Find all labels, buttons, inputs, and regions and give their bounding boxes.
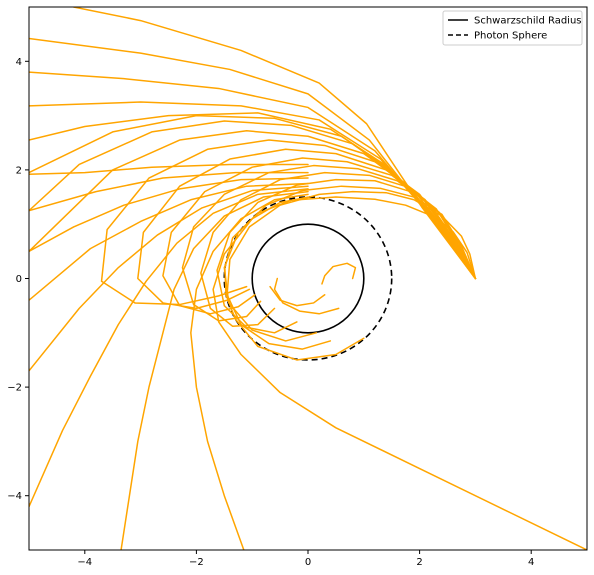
legend-label-photon-sphere: Photon Sphere xyxy=(474,31,547,42)
legend-box xyxy=(442,10,583,46)
light-ray-trajectory-27 xyxy=(321,262,357,285)
light-ray-trajectory-29 xyxy=(269,285,326,307)
plot-area xyxy=(29,7,587,550)
light-ray-trajectory-26 xyxy=(29,163,309,175)
y-tick-label: −2 xyxy=(7,383,22,394)
x-tick-label: 0 xyxy=(305,557,311,568)
light-ray-trajectory-10 xyxy=(29,130,477,280)
light-ray-trajectory-24 xyxy=(29,177,309,253)
photon-sphere-circle xyxy=(223,196,393,361)
light-ray-trajectory-28 xyxy=(273,277,340,315)
y-tick-label: 4 xyxy=(16,57,22,68)
y-tick-label: −4 xyxy=(7,491,22,502)
x-tick-label: 4 xyxy=(528,557,534,568)
light-ray-trajectory-21 xyxy=(29,188,309,508)
light-ray-trajectory-18 xyxy=(212,196,587,550)
light-ray-trajectory-2 xyxy=(226,190,477,350)
x-tick-label: −4 xyxy=(77,557,92,568)
x-tick-label: 2 xyxy=(416,557,422,568)
light-ray-trajectory-25 xyxy=(29,171,309,212)
axes: −4 −2 0 2 4 −4 −2 0 2 4 xyxy=(7,57,534,568)
light-ray-trajectory-22 xyxy=(29,185,309,372)
light-ray-trajectory-7 xyxy=(162,157,477,315)
x-tick-label: −2 xyxy=(189,557,204,568)
light-ray-trajectory-17 xyxy=(72,7,477,280)
light-ray-trajectory-19 xyxy=(190,193,309,550)
light-ray-trajectory-20 xyxy=(120,190,309,550)
legend: Schwarzschild Radius Photon Sphere xyxy=(442,10,583,46)
y-tick-label: 2 xyxy=(16,165,22,176)
light-ray-trajectory-23 xyxy=(29,182,309,301)
schwarzschild-radius-circle xyxy=(251,223,365,334)
y-tick-label: 0 xyxy=(16,274,22,285)
legend-label-schwarzschild-radius: Schwarzschild Radius xyxy=(474,16,582,27)
light-ray-trajectory-4 xyxy=(216,178,477,334)
